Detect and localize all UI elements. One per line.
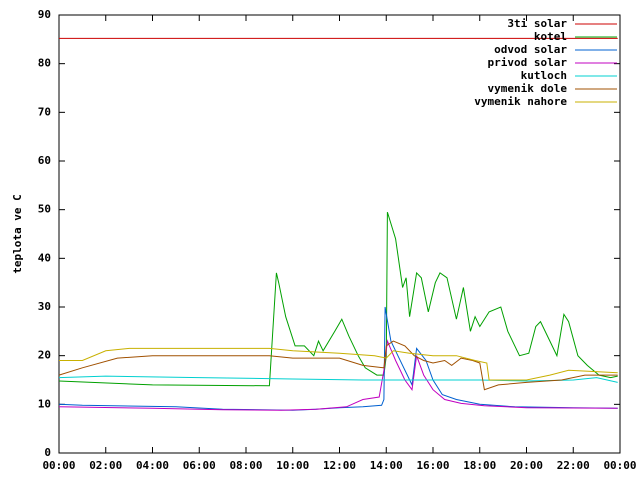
x-tick-label: 22:00 [557,459,590,472]
y-tick-label: 80 [38,57,51,70]
series-line [58,375,618,383]
legend-label: odvod solar [494,43,567,56]
y-tick-label: 20 [38,349,51,362]
x-tick-label: 00:00 [603,459,636,472]
legend-label: vymenik dole [488,82,568,95]
y-tick-label: 0 [44,446,51,459]
y-tick-label: 40 [38,251,51,264]
x-tick-label: 10:00 [276,459,309,472]
series-line [58,339,618,411]
y-tick-label: 30 [38,300,51,313]
legend-label: kotel [534,30,567,43]
series-line [58,211,618,387]
x-tick-label: 04:00 [136,459,169,472]
series-line [58,340,618,391]
x-tick-label: 16:00 [416,459,449,472]
legend-label: privod solar [488,56,568,69]
x-tick-label: 02:00 [89,459,122,472]
x-tick-label: 18:00 [463,459,496,472]
x-tick-label: 12:00 [323,459,356,472]
legend-label: vymenik nahore [474,95,567,108]
y-tick-label: 60 [38,154,51,167]
x-tick-label: 06:00 [183,459,216,472]
y-axis-label: teplota ve C [11,194,24,273]
series-line [59,347,618,381]
legend-label: kutloch [521,69,567,82]
x-tick-label: 14:00 [370,459,403,472]
y-tick-label: 50 [38,203,51,216]
legend-label: 3ti solar [507,17,567,30]
y-tick-label: 10 [38,397,51,410]
x-tick-label: 00:00 [42,459,75,472]
y-tick-label: 70 [38,105,51,118]
y-tick-label: 90 [38,8,51,21]
x-tick-label: 08:00 [229,459,262,472]
x-tick-label: 20:00 [510,459,543,472]
